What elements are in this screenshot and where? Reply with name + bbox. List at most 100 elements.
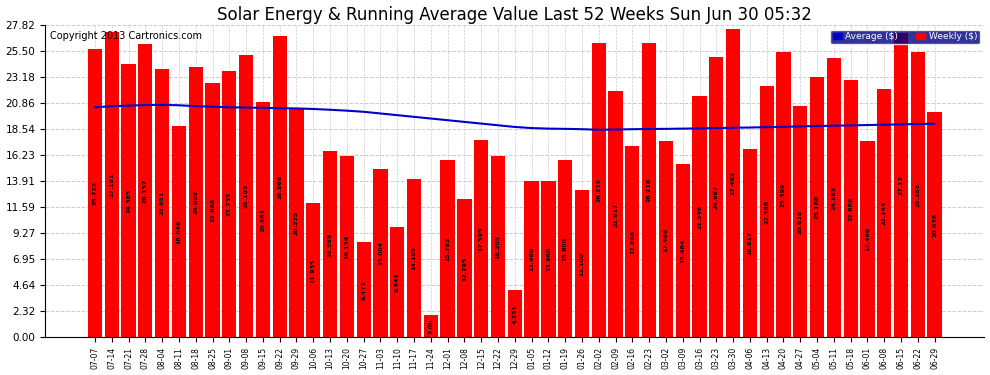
- Bar: [172, 126, 186, 338]
- Bar: [575, 190, 589, 338]
- Text: 24.385: 24.385: [126, 189, 131, 213]
- Text: 17.496: 17.496: [865, 227, 870, 251]
- Bar: [139, 44, 152, 338]
- Text: 20.638: 20.638: [798, 210, 803, 234]
- Bar: [255, 102, 270, 338]
- Bar: [323, 152, 338, 338]
- Bar: [239, 55, 253, 338]
- Text: 9.841: 9.841: [395, 272, 400, 292]
- Text: 25.722: 25.722: [92, 181, 97, 205]
- Bar: [609, 92, 623, 338]
- Text: 23.735: 23.735: [227, 192, 232, 216]
- Text: 23.188: 23.188: [815, 195, 820, 219]
- Text: 26.157: 26.157: [143, 178, 148, 203]
- Bar: [105, 32, 119, 338]
- Bar: [508, 290, 522, 338]
- Bar: [894, 33, 908, 338]
- Bar: [424, 315, 438, 338]
- Bar: [88, 49, 102, 338]
- Text: 24.967: 24.967: [714, 185, 719, 209]
- Bar: [726, 29, 741, 338]
- Bar: [340, 156, 354, 338]
- Text: 18.849: 18.849: [176, 219, 181, 244]
- Bar: [827, 58, 841, 338]
- Bar: [928, 112, 941, 338]
- Bar: [911, 53, 925, 338]
- Text: 21.917: 21.917: [613, 202, 618, 226]
- Text: 16.565: 16.565: [328, 232, 333, 256]
- Text: 17.066: 17.066: [630, 230, 635, 254]
- Bar: [642, 43, 656, 338]
- Bar: [877, 89, 891, 338]
- Text: 22.388: 22.388: [764, 200, 769, 224]
- Text: 23.951: 23.951: [159, 191, 164, 215]
- Bar: [776, 52, 791, 338]
- Text: 25.193: 25.193: [244, 184, 248, 208]
- Text: 22.888: 22.888: [848, 197, 853, 221]
- Bar: [592, 43, 606, 338]
- Text: 11.935: 11.935: [311, 258, 316, 283]
- Bar: [373, 169, 388, 338]
- Bar: [205, 83, 220, 338]
- Bar: [155, 69, 169, 338]
- Text: 15.800: 15.800: [562, 237, 567, 261]
- Text: 20.335: 20.335: [294, 211, 299, 236]
- Text: 17.595: 17.595: [479, 226, 484, 251]
- Bar: [860, 141, 874, 338]
- Text: 25.399: 25.399: [781, 183, 786, 207]
- Bar: [843, 81, 857, 338]
- Text: 24.865: 24.865: [832, 186, 837, 210]
- Bar: [675, 164, 690, 338]
- Bar: [542, 181, 555, 338]
- Bar: [306, 204, 321, 338]
- Bar: [289, 109, 304, 338]
- Text: 16.205: 16.205: [496, 234, 501, 258]
- Text: 13.960: 13.960: [545, 247, 550, 271]
- Bar: [122, 64, 136, 338]
- Text: 26.866: 26.866: [277, 174, 282, 199]
- Text: 15.484: 15.484: [680, 238, 685, 262]
- Text: 22.144: 22.144: [882, 201, 887, 225]
- Bar: [626, 146, 640, 338]
- Text: 25.388: 25.388: [916, 183, 921, 207]
- Text: 27.181: 27.181: [109, 173, 114, 197]
- Bar: [692, 96, 707, 338]
- Title: Solar Energy & Running Average Value Last 52 Weeks Sun Jun 30 05:32: Solar Energy & Running Average Value Las…: [218, 6, 812, 24]
- Text: 21.546: 21.546: [697, 204, 702, 229]
- Bar: [272, 36, 287, 338]
- Text: 24.098: 24.098: [193, 190, 198, 214]
- Bar: [759, 86, 774, 338]
- Bar: [441, 160, 454, 338]
- Bar: [658, 141, 673, 338]
- Bar: [474, 140, 488, 338]
- Text: 20.981: 20.981: [260, 208, 265, 232]
- Bar: [810, 77, 825, 338]
- Bar: [709, 57, 724, 338]
- Text: 12.295: 12.295: [462, 256, 467, 280]
- Bar: [407, 179, 421, 338]
- Text: 20.038: 20.038: [933, 213, 938, 237]
- Text: 16.134: 16.134: [345, 235, 349, 259]
- Text: 15.004: 15.004: [378, 241, 383, 265]
- Text: 13.960: 13.960: [529, 247, 534, 271]
- Text: 13.100: 13.100: [579, 252, 584, 276]
- Text: 26.219: 26.219: [596, 178, 601, 203]
- Bar: [390, 227, 404, 338]
- Text: 27.462: 27.462: [731, 171, 736, 195]
- Bar: [558, 160, 572, 338]
- Bar: [356, 242, 371, 338]
- Text: 8.471: 8.471: [361, 280, 366, 300]
- Text: 22.668: 22.668: [210, 198, 215, 222]
- Bar: [457, 200, 471, 338]
- Bar: [793, 106, 808, 338]
- Text: Copyright 2013 Cartronics.com: Copyright 2013 Cartronics.com: [50, 32, 202, 41]
- Bar: [189, 67, 203, 338]
- Legend: Average ($), Weekly ($): Average ($), Weekly ($): [830, 30, 980, 44]
- Bar: [525, 181, 539, 338]
- Text: 26.216: 26.216: [646, 178, 651, 203]
- Text: 4.251: 4.251: [512, 304, 518, 324]
- Bar: [222, 71, 237, 338]
- Text: 27.12: 27.12: [899, 175, 904, 195]
- Text: 17.466: 17.466: [663, 227, 668, 252]
- Text: 15.762: 15.762: [446, 237, 450, 261]
